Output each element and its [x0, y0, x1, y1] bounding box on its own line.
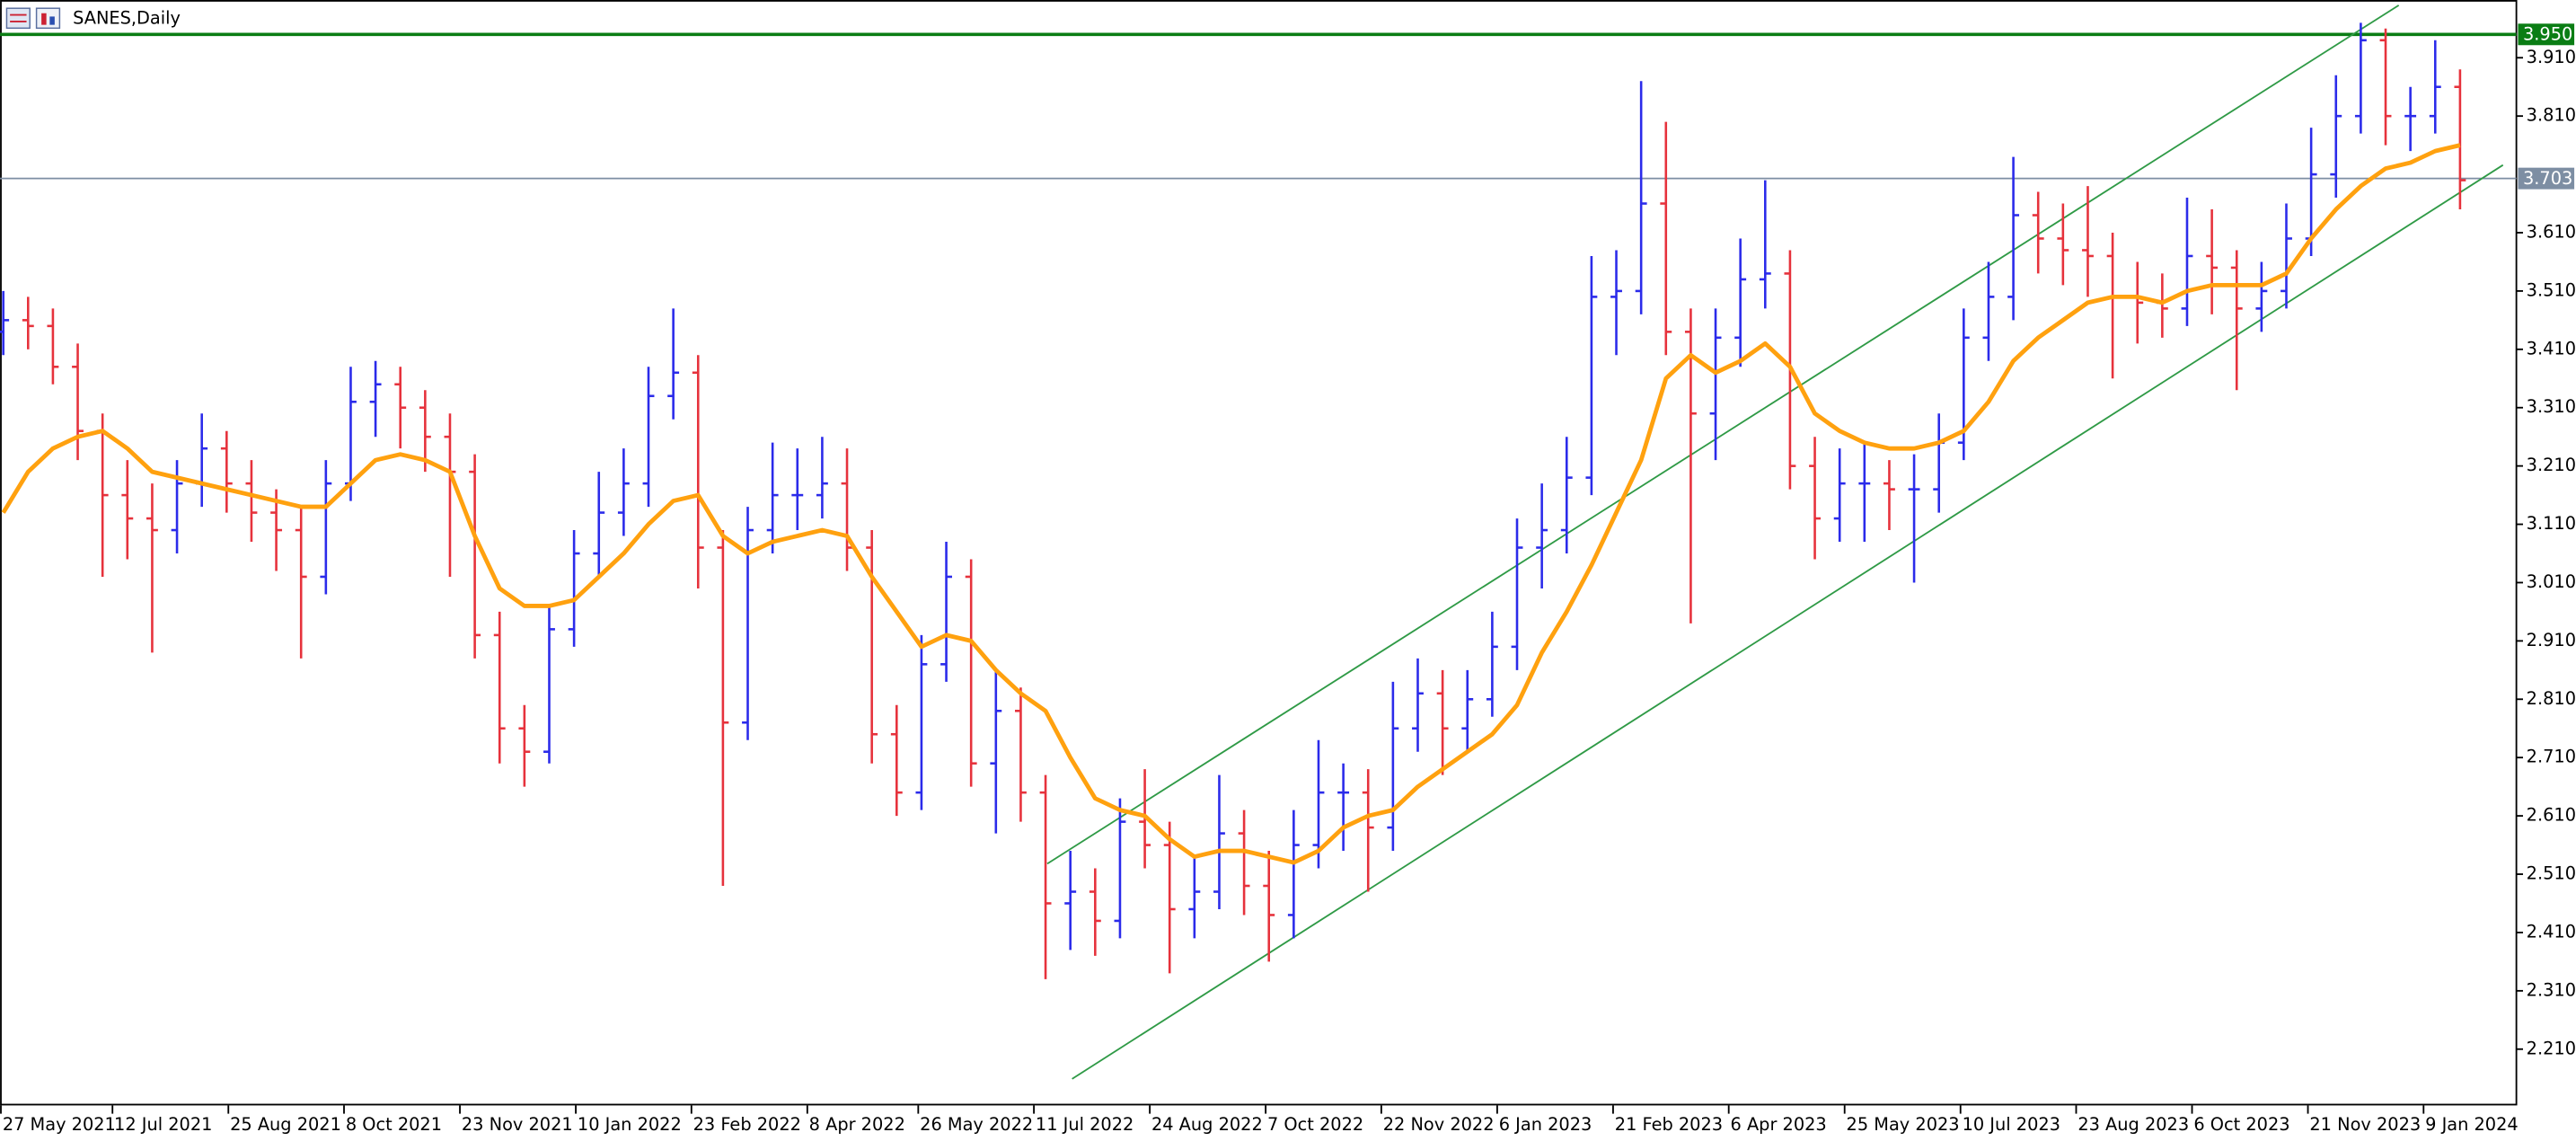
x-tick-label: 24 Aug 2022	[1151, 1114, 1263, 1135]
y-tick-label: 2.310	[2527, 979, 2576, 1000]
y-tick-label: 3.110	[2527, 513, 2576, 534]
level-tag-label: 3.703	[2523, 168, 2572, 189]
y-tick-label: 3.810	[2527, 105, 2576, 126]
y-tick-label: 3.610	[2527, 221, 2576, 242]
icon-bar	[41, 13, 47, 25]
icon-chart	[35, 7, 61, 30]
level-tag	[2518, 23, 2575, 46]
y-tick-label: 3.210	[2527, 455, 2576, 475]
y-tick-label: 2.410	[2527, 921, 2576, 942]
y-tick-label: 3.410	[2527, 338, 2576, 358]
x-tick-label: 25 Aug 2021	[230, 1114, 341, 1135]
x-tick-label: 27 May 2021	[3, 1114, 116, 1135]
x-tick-label: 9 Jan 2024	[2425, 1114, 2519, 1135]
x-tick-label: 22 Nov 2022	[1383, 1114, 1495, 1135]
x-tick-label: 12 Jul 2021	[114, 1114, 212, 1135]
y-tick-label: 2.210	[2527, 1038, 2576, 1058]
channel-line	[1072, 164, 2504, 1080]
y-tick-label: 3.010	[2527, 571, 2576, 592]
y-tick-label: 2.710	[2527, 747, 2576, 767]
level-tag	[2518, 167, 2575, 190]
x-tick-label: 23 Nov 2021	[462, 1114, 573, 1135]
x-tick-label: 23 Aug 2023	[2078, 1114, 2189, 1135]
y-tick-label: 3.510	[2527, 279, 2576, 300]
title-icons	[5, 7, 61, 30]
chart-title: SANES,Daily	[73, 8, 181, 29]
levels	[0, 32, 2517, 180]
x-tick-label: 26 May 2022	[920, 1114, 1033, 1135]
channel-line	[1046, 4, 2400, 865]
icon-bar	[49, 16, 55, 25]
x-tick-label: 8 Oct 2021	[346, 1114, 442, 1135]
y-tick-label: 2.910	[2527, 630, 2576, 650]
icon-grid	[5, 7, 31, 30]
y-tick-label: 2.610	[2527, 805, 2576, 826]
plot-frame	[0, 0, 2518, 1106]
x-tick-label: 7 Oct 2022	[1267, 1114, 1363, 1135]
x-tick-label: 21 Feb 2023	[1615, 1114, 1723, 1135]
y-tick-label: 2.810	[2527, 688, 2576, 709]
x-tick-label: 11 Jul 2022	[1036, 1114, 1134, 1135]
x-tick-label: 6 Oct 2023	[2193, 1114, 2289, 1135]
x-tick-label: 23 Feb 2022	[693, 1114, 801, 1135]
x-tick-label: 8 Apr 2022	[809, 1114, 905, 1135]
x-tick-label: 10 Jul 2023	[1963, 1114, 2060, 1135]
x-tick-label: 6 Apr 2023	[1731, 1114, 1827, 1135]
y-tick-label: 3.310	[2527, 396, 2576, 417]
moving-average	[1, 143, 2461, 865]
level-tag-label: 3.950	[2523, 24, 2572, 45]
x-tick-label: 25 May 2023	[1847, 1114, 1960, 1135]
x-tick-label: 21 Nov 2023	[2309, 1114, 2421, 1135]
y-tick-label: 2.510	[2527, 863, 2576, 884]
x-tick-label: 10 Jan 2022	[578, 1114, 682, 1135]
x-tick-label: 6 Jan 2023	[1499, 1114, 1592, 1135]
y-tick-label: 3.910	[2527, 47, 2576, 67]
